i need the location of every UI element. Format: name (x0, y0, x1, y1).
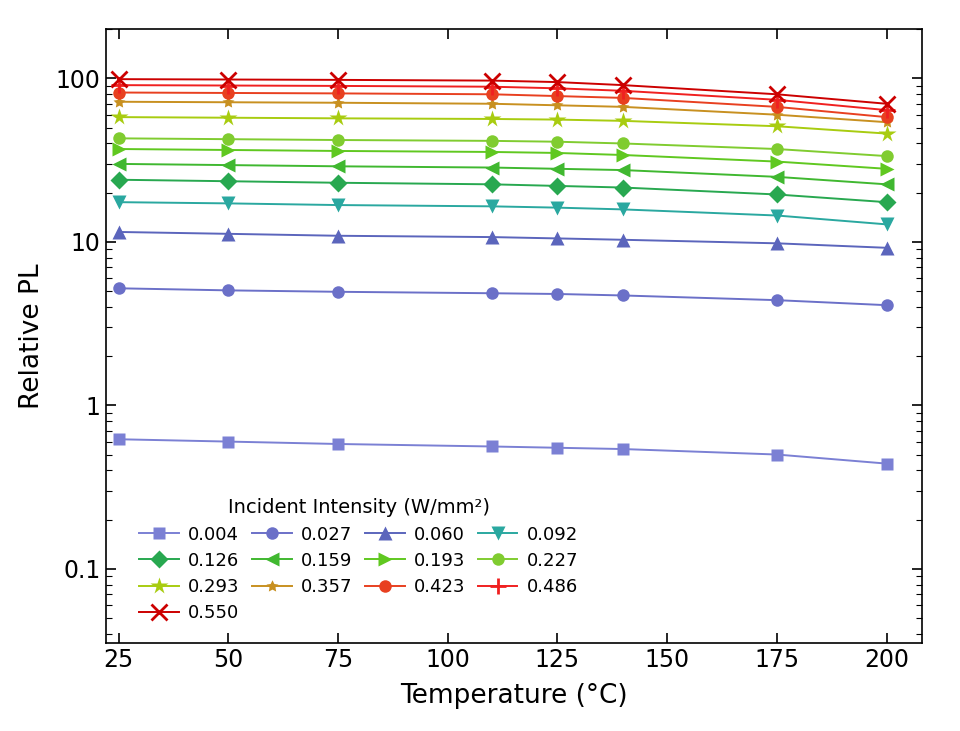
Y-axis label: Relative PL: Relative PL (19, 263, 45, 409)
X-axis label: Temperature (°C): Temperature (°C) (399, 683, 628, 709)
Legend: 0.004, 0.126, 0.293, 0.550, 0.027, 0.159, 0.357, 0.060, 0.193, 0.423, 0.092, 0.2: 0.004, 0.126, 0.293, 0.550, 0.027, 0.159… (139, 499, 578, 622)
